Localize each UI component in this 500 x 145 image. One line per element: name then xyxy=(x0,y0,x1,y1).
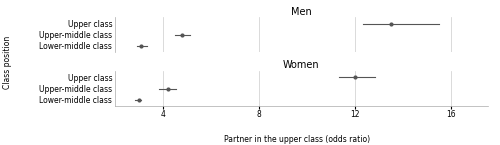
Title: Men: Men xyxy=(291,7,312,17)
Text: Class position: Class position xyxy=(3,36,12,89)
Title: Women: Women xyxy=(283,60,320,70)
Text: Partner in the upper class (odds ratio): Partner in the upper class (odds ratio) xyxy=(224,135,370,144)
